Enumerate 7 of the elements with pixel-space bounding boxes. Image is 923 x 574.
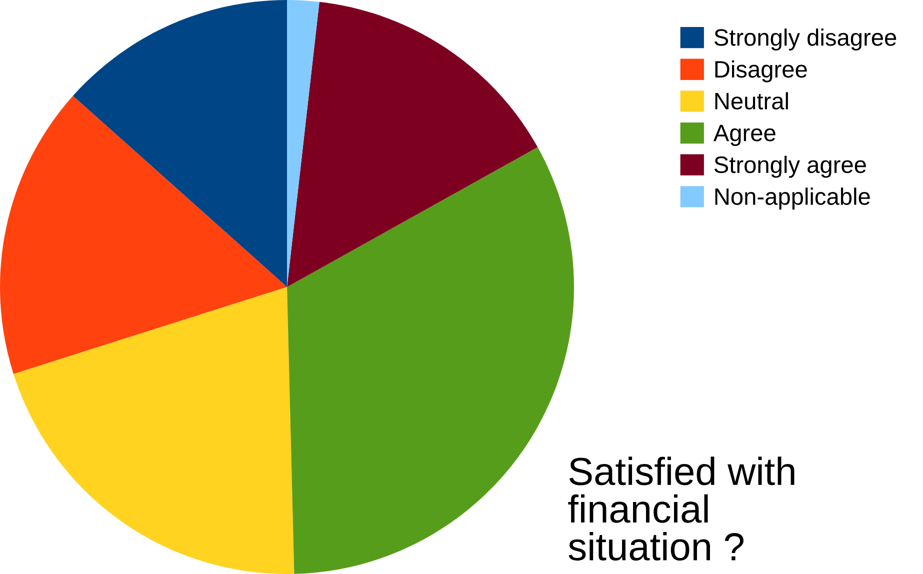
text: Satisfied with financial situation ? bbox=[568, 456, 794, 561]
legend-label: Disagree bbox=[715, 60, 807, 82]
legend-label: Strongly disagree bbox=[714, 28, 896, 51]
legend-label: Strongly agree bbox=[714, 156, 866, 178]
legend-label: Agree bbox=[713, 124, 776, 146]
legend-label: Neutral bbox=[715, 92, 788, 110]
legend-label: Non-applicable bbox=[715, 188, 870, 210]
